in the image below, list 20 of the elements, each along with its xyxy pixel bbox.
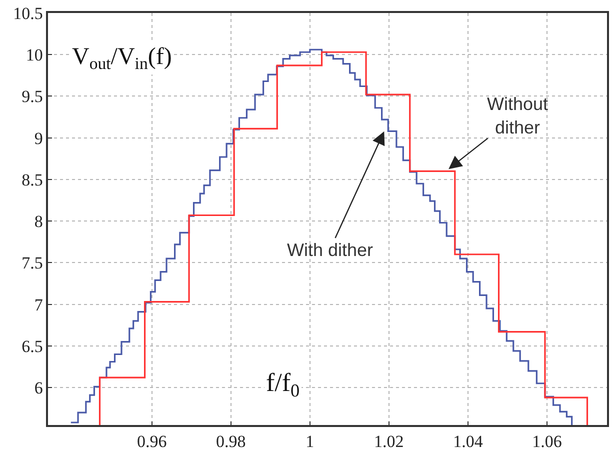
x-axis-title: f/f$_{0}$ [266,368,300,400]
y-tick-label: 6.5 [22,336,43,356]
y-tick-label: 10.5 [13,4,43,23]
y-tick-label: 8.5 [22,170,43,190]
y-tick-label: 9.5 [22,87,43,106]
y-tick-label: 7.5 [22,254,43,273]
y-tick-label: 10 [26,46,43,65]
x-tick-label: 0.96 [137,432,167,452]
y-axis-title: V$_{out}$/V$_{in}$(f) [72,44,172,74]
x-tick-label: 1 [306,432,314,452]
x-tick-label: 1.06 [532,432,562,452]
x-tick-label: 0.98 [216,432,246,452]
y-tick-label: 7 [34,295,44,314]
x-tick-label: 1.04 [453,432,484,452]
annotation: With dither [287,240,374,260]
x-tick-label: 1.02 [374,432,404,452]
y-tick-label: 8 [34,212,43,232]
y-tick-label: 9 [34,128,43,148]
annotation: Without dither [487,94,548,138]
y-tick-label: 6 [34,378,43,398]
